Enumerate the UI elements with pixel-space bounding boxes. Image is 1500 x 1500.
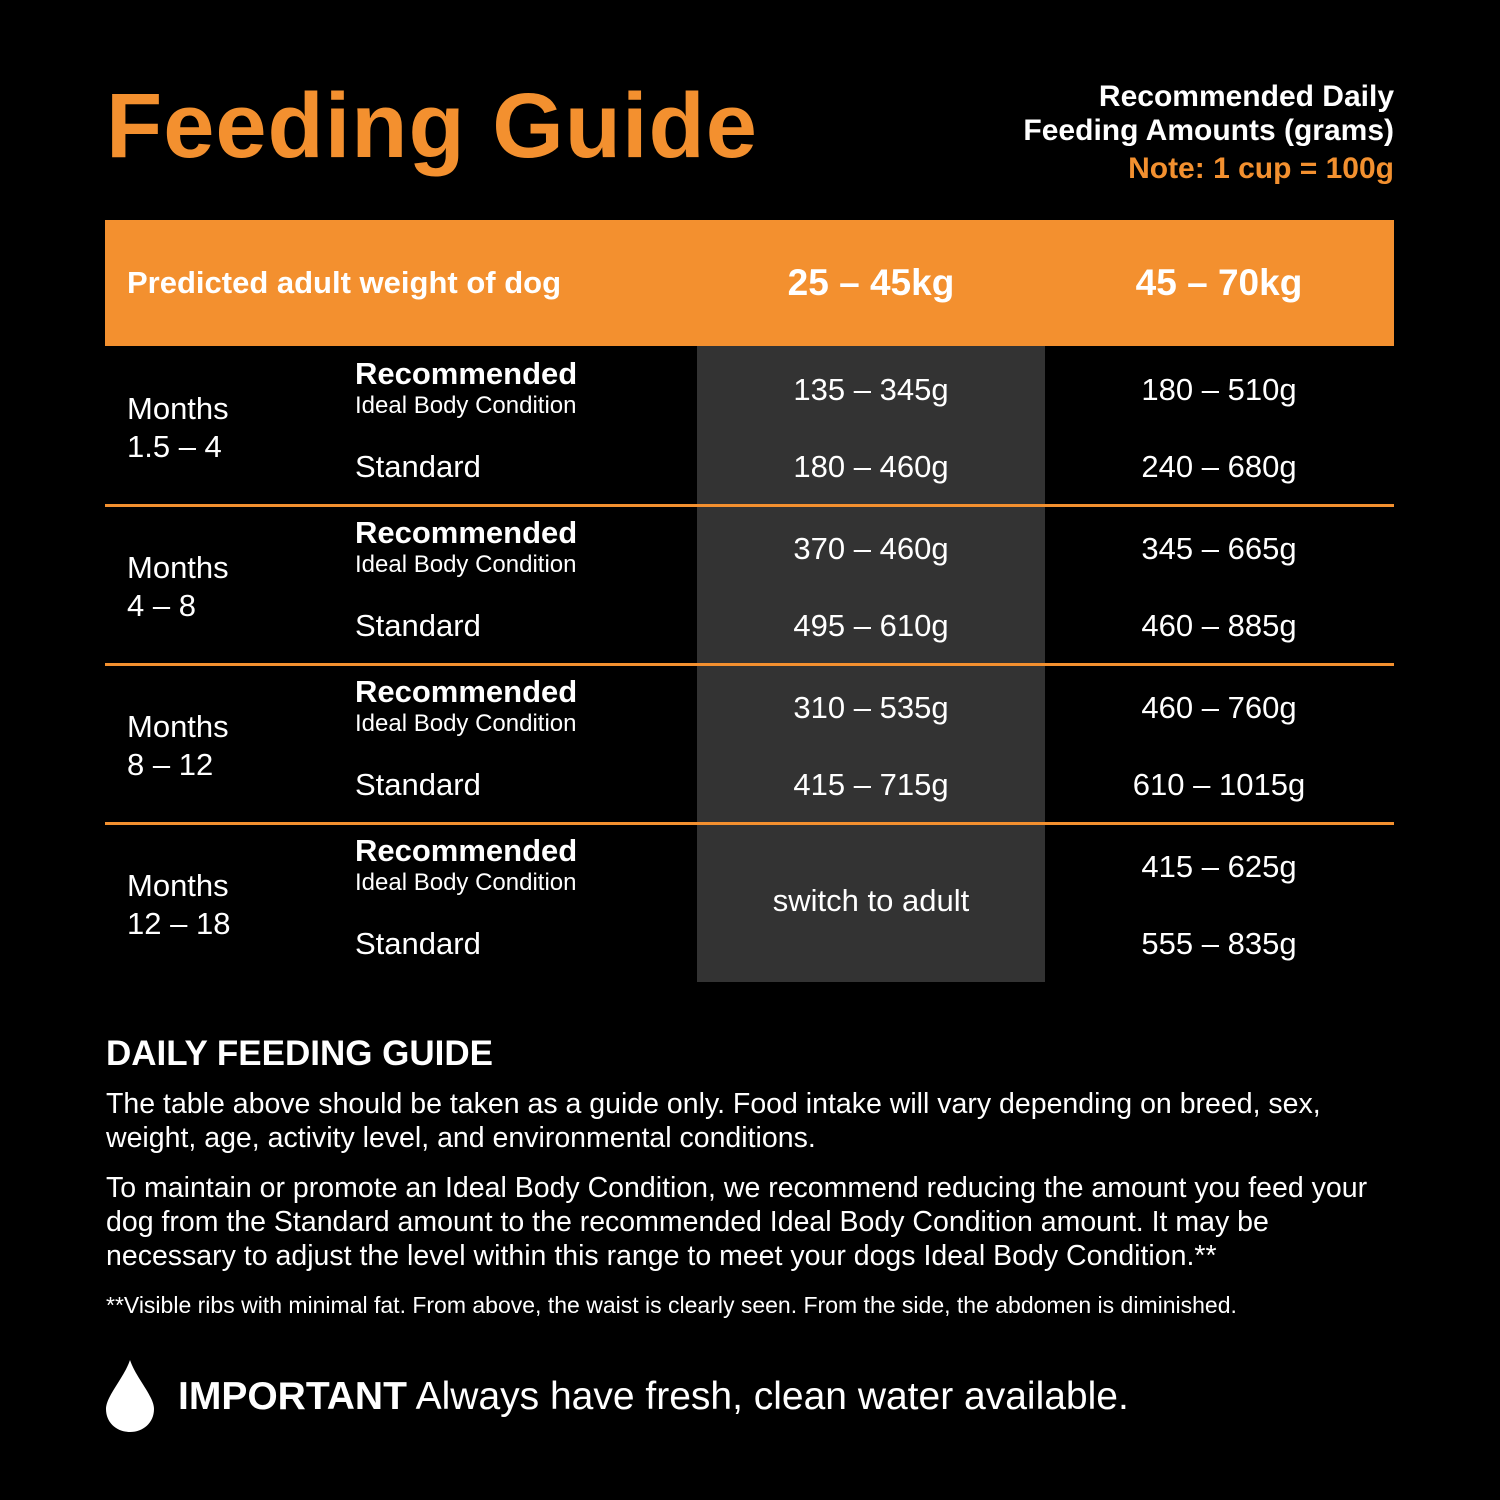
water-drop-icon [106, 1360, 154, 1432]
months-range: 1.5 – 4 [127, 429, 222, 464]
age-label: Months 12 – 18 [127, 867, 230, 943]
months-range: 12 – 18 [127, 906, 231, 941]
value-25-45-standard: 415 – 715g [793, 767, 949, 802]
value-25-45-recommended: 370 – 460g [793, 531, 949, 566]
value-25-45-standard: 180 – 460g [793, 449, 949, 484]
value-45-70-standard: 555 – 835g [1141, 926, 1297, 961]
recommended-label: Recommended [355, 674, 578, 709]
table-row: Months 1.5 – 4 Recommended Ideal Body Con… [105, 346, 1394, 507]
months-word: Months [127, 550, 229, 585]
standard-label: Standard [355, 608, 481, 643]
ideal-body-label: Ideal Body Condition [355, 392, 577, 419]
row-divider [105, 504, 1394, 507]
value-45-70-recommended: 345 – 665g [1141, 531, 1297, 566]
important-text: Always have fresh, clean water available… [406, 1375, 1129, 1418]
col-45-70kg: 45 – 70kg [1135, 262, 1303, 303]
guide-paragraph-1: The table above should be taken as a gui… [106, 1088, 1321, 1154]
switch-to-adult: switch to adult [772, 883, 970, 918]
row-divider [105, 822, 1394, 825]
table-row: Months 4 – 8 Recommended Ideal Body Condi… [105, 505, 1394, 666]
ideal-body-label: Ideal Body Condition [355, 869, 577, 896]
guide-paragraph-2: To maintain or promote an Ideal Body Con… [106, 1172, 1368, 1272]
months-word: Months [127, 391, 229, 426]
row-divider [105, 663, 1394, 666]
feeding-table: Predicted adult weight of dog 25 – 45kg … [105, 220, 1394, 982]
header-note-line1: Recommended Daily [1098, 80, 1394, 113]
recommended-label: Recommended [355, 356, 578, 391]
months-range: 8 – 12 [127, 747, 214, 782]
table-header: Predicted adult weight of dog 25 – 45kg … [105, 220, 1394, 346]
months-word: Months [127, 709, 229, 744]
standard-label: Standard [355, 926, 481, 961]
age-label: Months 4 – 8 [127, 549, 229, 625]
table-row: Months 12 – 18 Recommended Ideal Body Con… [105, 823, 1394, 982]
recommended-label: Recommended [355, 515, 578, 550]
ideal-body-label: Ideal Body Condition [355, 551, 577, 578]
recommended-label: Recommended [355, 833, 578, 868]
age-label: Months 8 – 12 [127, 708, 229, 784]
value-45-70-recommended: 180 – 510g [1141, 372, 1297, 407]
page-title: Feeding Guide [106, 75, 758, 177]
ideal-body-label: Ideal Body Condition [355, 710, 577, 737]
value-45-70-standard: 240 – 680g [1141, 449, 1297, 484]
value-45-70-standard: 610 – 1015g [1132, 767, 1306, 802]
months-word: Months [127, 868, 229, 903]
value-45-70-standard: 460 – 885g [1141, 608, 1297, 643]
important-label: IMPORTANT [178, 1375, 407, 1418]
header-note-line2: Feeding Amounts (grams) [1023, 114, 1394, 147]
value-25-45-standard: 495 – 610g [793, 608, 949, 643]
value-45-70-recommended: 415 – 625g [1141, 849, 1297, 884]
weight-label: Predicted adult weight of dog [127, 265, 561, 300]
value-25-45-recommended: 310 – 535g [793, 690, 949, 725]
important-note: IMPORTANT Always have fresh, clean water… [178, 1375, 1129, 1419]
cup-note: Note: 1 cup = 100g [1128, 152, 1394, 185]
col-25-45kg: 25 – 45kg [787, 262, 955, 303]
guide-heading: DAILY FEEDING GUIDE [106, 1034, 494, 1073]
value-45-70-recommended: 460 – 760g [1141, 690, 1297, 725]
footnote: **Visible ribs with minimal fat. From ab… [106, 1292, 1237, 1318]
age-label: Months 1.5 – 4 [127, 390, 229, 466]
months-range: 4 – 8 [127, 588, 196, 623]
standard-label: Standard [355, 767, 481, 802]
table-row: Months 8 – 12 Recommended Ideal Body Cond… [105, 664, 1394, 825]
value-25-45-recommended: 135 – 345g [793, 372, 949, 407]
standard-label: Standard [355, 449, 481, 484]
